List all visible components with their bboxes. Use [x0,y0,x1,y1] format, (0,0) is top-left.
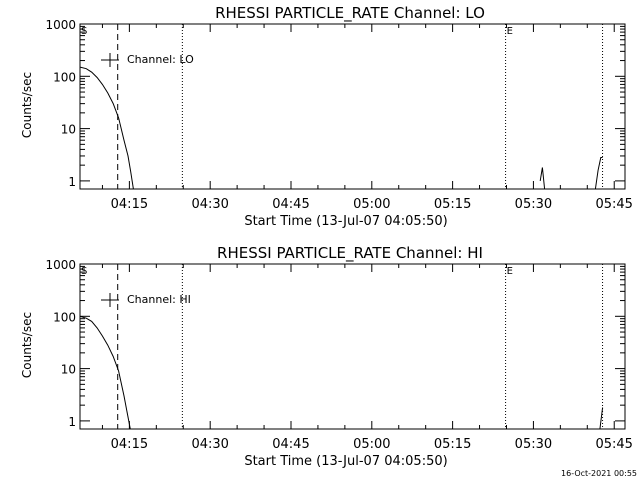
marker-label: E [507,26,513,37]
data-series-line [594,157,603,189]
legend-label: Channel: HI [127,293,191,306]
x-tick-label: 05:45 [595,197,632,212]
chart-panel-lo: RHESSI PARTICLE_RATE Channel: LO Counts/… [20,4,633,229]
data-series-line [80,66,134,189]
x-tick-label: 04:30 [191,197,228,212]
x-tick-label: 05:45 [595,437,632,452]
data-series-line [599,407,604,429]
x-tick-label: 05:30 [515,197,552,212]
legend-label: Channel: LO [127,53,194,66]
x-tick-label: 04:45 [272,197,309,212]
x-tick-label: 05:30 [515,437,552,452]
plot-frame [79,23,626,190]
y-tick-label: 100 [53,70,76,84]
x-tick-label: 05:15 [434,197,471,212]
x-tick-label: 04:45 [272,437,309,452]
y-tick-label: 1000 [45,18,76,32]
y-tick-label: 1 [68,175,76,189]
y-axis-label: Counts/sec [20,72,34,138]
x-tick-label: 05:15 [434,437,471,452]
footer-timestamp: 16-Oct-2021 00:55 [561,469,637,478]
data-series-line [80,315,131,429]
x-tick-label: 04:30 [191,437,228,452]
y-tick-label: 10 [61,123,76,137]
chart-title: RHESSI PARTICLE_RATE Channel: HI [217,244,483,263]
x-tick-label: 05:00 [353,197,390,212]
y-tick-label: 1 [68,415,76,429]
x-axis-label: Start Time (13-Jul-07 04:05:50) [244,454,447,469]
marker-label: E [507,266,513,277]
marker-label: S [81,266,87,277]
data-series-line [539,167,546,189]
x-tick-label: 04:15 [111,197,148,212]
x-tick-label: 05:00 [353,437,390,452]
chart-panel-hi: RHESSI PARTICLE_RATE Channel: HI Counts/… [20,244,633,469]
x-axis-label: Start Time (13-Jul-07 04:05:50) [244,214,447,229]
chart-title: RHESSI PARTICLE_RATE Channel: LO [215,4,485,23]
y-tick-label: 100 [53,310,76,324]
marker-label: S [81,26,87,37]
plot-frame [79,263,626,430]
y-tick-label: 10 [61,363,76,377]
y-axis-label: Counts/sec [20,312,34,378]
x-tick-label: 04:15 [111,437,148,452]
y-tick-label: 1000 [45,258,76,272]
